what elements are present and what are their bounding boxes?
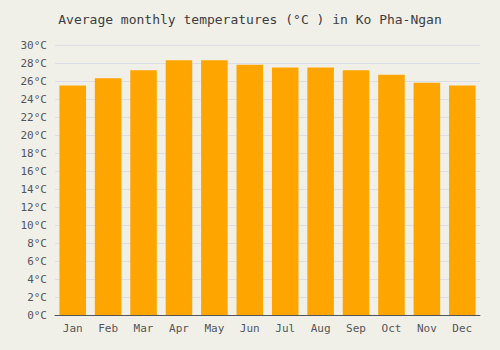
svg-text:Jun: Jun bbox=[240, 322, 260, 335]
svg-text:30°C: 30°C bbox=[21, 39, 48, 52]
svg-text:2°C: 2°C bbox=[27, 291, 47, 304]
svg-text:24°C: 24°C bbox=[21, 93, 48, 106]
svg-text:Feb: Feb bbox=[98, 322, 118, 335]
svg-text:18°C: 18°C bbox=[21, 147, 48, 160]
svg-text:Nov: Nov bbox=[417, 322, 437, 335]
svg-text:28°C: 28°C bbox=[21, 57, 48, 70]
svg-text:Apr: Apr bbox=[169, 322, 189, 335]
svg-text:Sep: Sep bbox=[346, 322, 366, 335]
svg-text:22°C: 22°C bbox=[21, 111, 48, 124]
svg-text:Aug: Aug bbox=[311, 322, 331, 335]
svg-text:4°C: 4°C bbox=[27, 273, 47, 286]
svg-text:26°C: 26°C bbox=[21, 75, 48, 88]
svg-text:May: May bbox=[204, 322, 224, 335]
svg-text:14°C: 14°C bbox=[21, 183, 48, 196]
svg-text:0°C: 0°C bbox=[27, 309, 47, 322]
svg-text:8°C: 8°C bbox=[27, 237, 47, 250]
svg-text:Jul: Jul bbox=[275, 322, 295, 335]
svg-text:Oct: Oct bbox=[382, 322, 402, 335]
svg-text:Jan: Jan bbox=[63, 322, 83, 335]
svg-text:Dec: Dec bbox=[452, 322, 472, 335]
svg-text:Mar: Mar bbox=[134, 322, 154, 335]
svg-text:16°C: 16°C bbox=[21, 165, 48, 178]
svg-text:10°C: 10°C bbox=[21, 219, 48, 232]
svg-text:Average monthly temperatures (: Average monthly temperatures (°C ) in Ko… bbox=[58, 12, 442, 27]
svg-text:12°C: 12°C bbox=[21, 201, 48, 214]
svg-text:20°C: 20°C bbox=[21, 129, 48, 142]
svg-text:6°C: 6°C bbox=[27, 255, 47, 268]
